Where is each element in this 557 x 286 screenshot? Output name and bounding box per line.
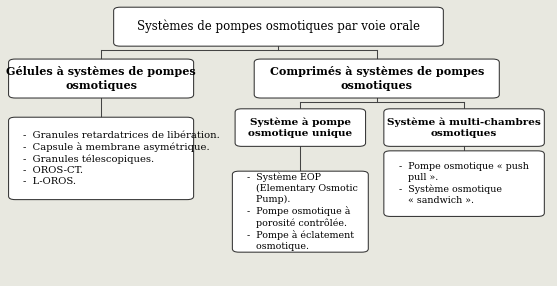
FancyBboxPatch shape bbox=[232, 171, 368, 252]
FancyBboxPatch shape bbox=[254, 59, 499, 98]
Text: -  Système EOP
   (Elementary Osmotic
   Pump).
-  Pompe osmotique à
   porosité: - Système EOP (Elementary Osmotic Pump).… bbox=[247, 172, 358, 251]
FancyBboxPatch shape bbox=[384, 109, 544, 146]
FancyBboxPatch shape bbox=[114, 7, 443, 46]
Text: -  Granules retardatrices de libération.
-  Capsule à membrane asymétrique.
-  G: - Granules retardatrices de libération. … bbox=[23, 131, 220, 186]
FancyBboxPatch shape bbox=[8, 117, 194, 200]
Text: Système à pompe
osmotique unique: Système à pompe osmotique unique bbox=[248, 117, 353, 138]
Text: Systèmes de pompes osmotiques par voie orale: Systèmes de pompes osmotiques par voie o… bbox=[137, 20, 420, 33]
FancyBboxPatch shape bbox=[384, 151, 544, 217]
Text: Gélules à systèmes de pompes
osmotiques: Gélules à systèmes de pompes osmotiques bbox=[6, 66, 196, 91]
Text: -  Pompe osmotique « push
   pull ».
-  Système osmotique
   « sandwich ».: - Pompe osmotique « push pull ». - Systè… bbox=[399, 162, 529, 205]
FancyBboxPatch shape bbox=[235, 109, 365, 146]
Text: Système à multi-chambres
osmotiques: Système à multi-chambres osmotiques bbox=[387, 117, 541, 138]
Text: Comprimés à systèmes de pompes
osmotiques: Comprimés à systèmes de pompes osmotique… bbox=[270, 66, 484, 91]
FancyBboxPatch shape bbox=[8, 59, 194, 98]
